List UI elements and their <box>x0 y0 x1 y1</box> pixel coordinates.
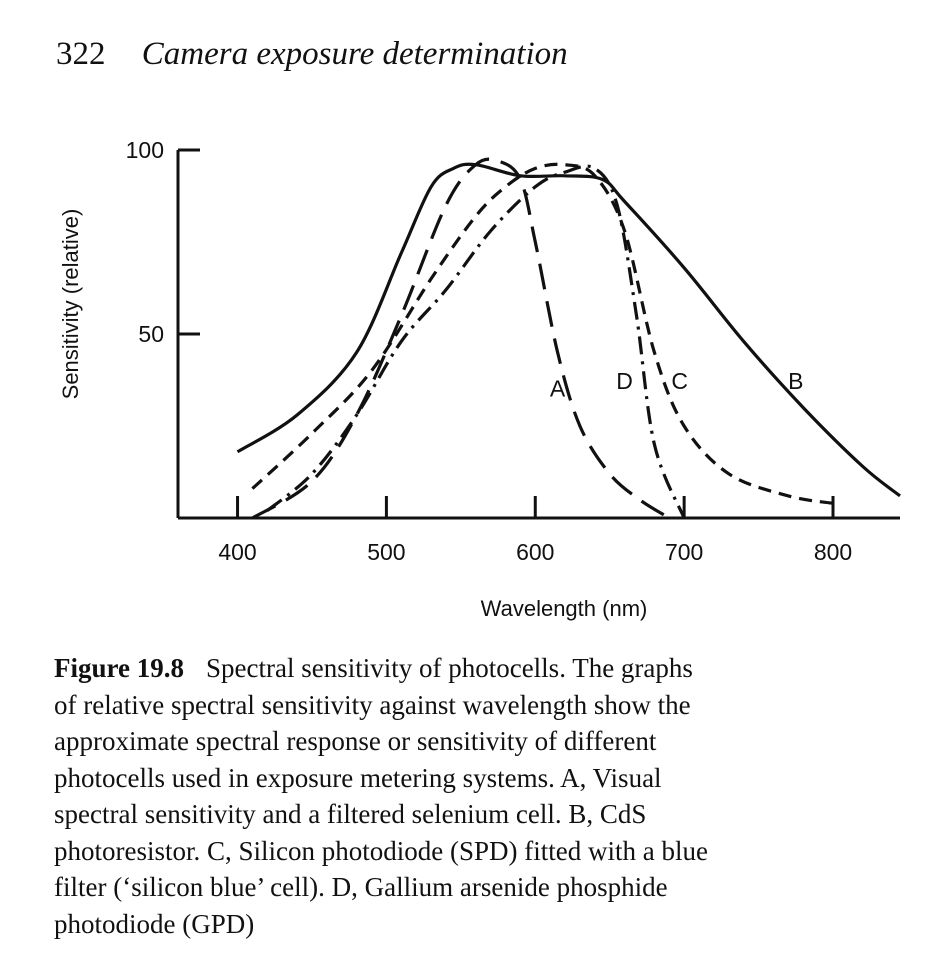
series-label-C: C <box>671 368 688 394</box>
series-label-A: A <box>550 376 566 402</box>
x-axis-title: Wavelength (nm) <box>481 596 648 621</box>
chart-labels: A B C D <box>550 368 804 401</box>
chart-axes: 50 100 400 500 600 700 800 Wavelength (nm) Sensi… <box>58 137 900 621</box>
x-tick-label: 700 <box>665 539 703 565</box>
y-axis-title: Sensitivity (relative) <box>58 209 83 400</box>
caption-text-line: spectral sensitivity and a filtered sele… <box>54 799 647 829</box>
page-number: 322 <box>56 36 106 72</box>
caption-text-line: filter (‘silicon blue’ cell). D, Gallium… <box>54 872 668 902</box>
figure-label: Figure 19.8 <box>54 653 184 683</box>
series-line-C <box>251 162 834 505</box>
x-tick-label: 500 <box>367 539 405 565</box>
caption-text-line: approximate spectral response or sensiti… <box>54 726 657 756</box>
y-tick-label: 50 <box>138 321 164 347</box>
caption-line-1: Figure 19.8 Spectral sensitivity of photo… <box>54 650 904 687</box>
chart-series <box>236 157 901 520</box>
series-line-D <box>266 164 686 519</box>
x-tick-label: 600 <box>516 539 554 565</box>
x-tick-label: 400 <box>218 539 256 565</box>
x-tick-label: 800 <box>814 539 852 565</box>
running-title: Camera exposure determination <box>141 36 568 72</box>
caption-text-line: photodiode (GPD) <box>54 908 255 939</box>
figure-caption: Figure 19.8 Spectral sensitivity of photo… <box>54 650 904 942</box>
spectral-sensitivity-chart: 50 100 400 500 600 700 800 Wavelength (nm) Sensi… <box>58 137 901 621</box>
caption-text-line: photocells used in exposure metering sys… <box>54 762 662 793</box>
series-label-D: D <box>616 368 633 394</box>
page-header: 322 Camera exposure determination <box>56 36 568 73</box>
caption-text-line: photoresistor. C, Silicon photodiode (SP… <box>54 835 708 866</box>
y-tick-label: 100 <box>126 137 164 163</box>
series-line-A <box>251 157 671 520</box>
caption-text-line: Spectral sensitivity of photocells. The … <box>206 653 693 683</box>
series-label-B: B <box>788 368 803 394</box>
caption-text-line: of relative spectral sensitivity against… <box>54 689 691 720</box>
series-line-B <box>236 162 901 498</box>
